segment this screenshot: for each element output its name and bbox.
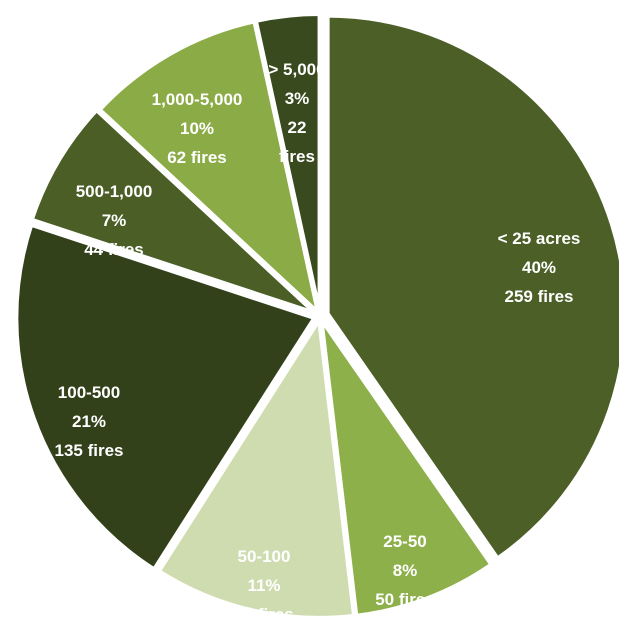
slice-label-category: 1,000-5,000 (152, 90, 243, 109)
slice-label-percent: 21% (72, 412, 106, 431)
slice-label-category: 100-500 (58, 383, 120, 402)
slice-label-percent: 40% (522, 258, 556, 277)
slice-label-count: 50 fires (375, 590, 435, 609)
pie-slice-50-100 (156, 314, 357, 620)
pie-slice-500-1-000 (29, 107, 317, 315)
pie-slice-1-000-5-000 (96, 19, 322, 319)
pie-slice-100-500 (14, 222, 318, 573)
slice-label-category: 500-1,000 (76, 182, 153, 201)
slice-label-percent: 8% (393, 561, 418, 580)
pie-slice-25-acres (325, 13, 619, 562)
slice-label-25-50: 25-50 8% 50 fires (375, 532, 435, 609)
slice-label-category: 50-100 (238, 547, 291, 566)
slice-label-25-acres: < 25 acres 40% 259 fires (498, 229, 581, 306)
slice-label-count: 70 fires (234, 605, 294, 624)
slice-labels: < 25 acres 40% 259 fires 25-50 8% 50 fires 50-… (55, 60, 581, 624)
slice-label-percent: 3% (285, 89, 310, 108)
slice-label-percent: 11% (247, 576, 280, 595)
slice-label-percent: 7% (102, 211, 127, 230)
slice-label-count: 135 fires (55, 441, 124, 460)
pie-slice-5-000 (253, 12, 322, 313)
slice-label-50-100: 50-100 11% 70 fires (234, 547, 294, 624)
slice-label-category: < 25 acres (498, 229, 581, 248)
slice-label-100-500: 100-500 21% 135 fires (55, 383, 124, 460)
slice-label-percent: 10% (180, 119, 214, 138)
slice-label-5-000: > 5,000 3% 22 fires (268, 60, 325, 166)
pie-slices (14, 12, 619, 620)
slice-label-count: 62 fires (167, 148, 227, 167)
slice-label-500-1-000: 500-1,000 7% 44 fires (76, 182, 153, 259)
slice-label-count-unit: fires (279, 147, 315, 166)
slice-label-count: 44 fires (84, 240, 144, 259)
slice-label-count: 259 fires (505, 287, 574, 306)
pie-slice-25-50 (319, 318, 495, 618)
slice-label-category: 25-50 (383, 532, 426, 551)
slice-label-category: > 5,000 (268, 60, 325, 79)
slice-label-count: 22 (288, 118, 307, 137)
slice-label-1-000-5-000: 1,000-5,000 10% 62 fires (152, 90, 243, 167)
